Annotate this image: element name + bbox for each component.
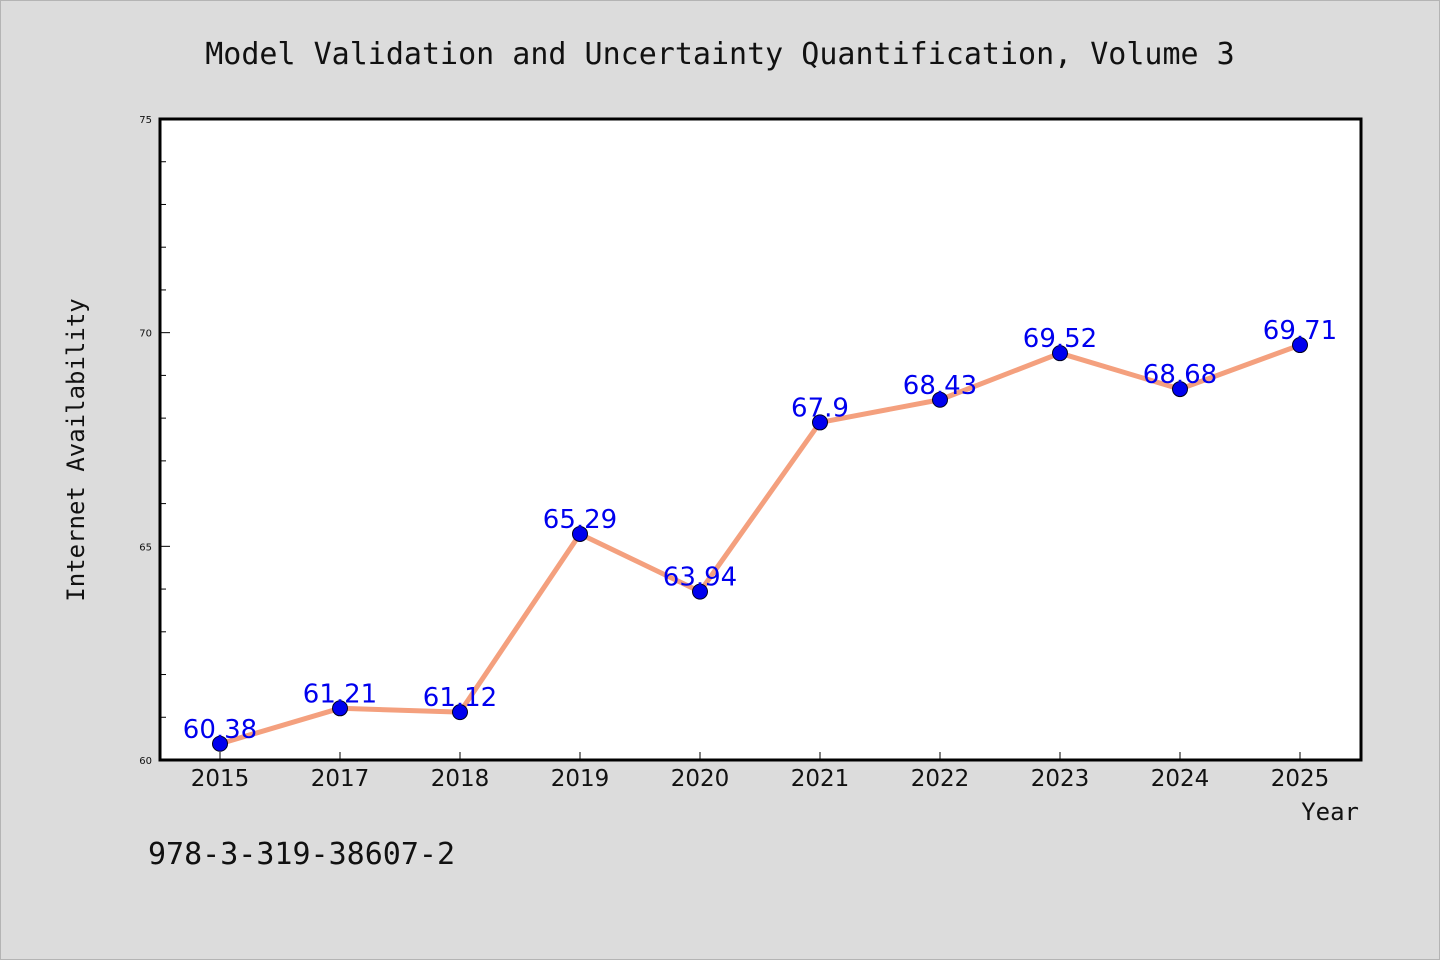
chart-title: Model Validation and Uncertainty Quantif… (205, 37, 1235, 72)
data-point (812, 414, 828, 431)
data-point (1292, 337, 1308, 354)
y-tick-label: 75 (139, 115, 152, 126)
data-point (332, 700, 348, 717)
data-label: 60.38 (183, 715, 257, 745)
x-tick-label: 2024 (1151, 766, 1210, 792)
data-point (932, 391, 948, 408)
data-label: 68.68 (1143, 360, 1217, 390)
y-tick-label: 65 (139, 542, 152, 553)
x-axis: 2015 2017 2018 2019 2020 2021 2022 2023 2024 2025 (191, 752, 1330, 792)
data-label: 69.71 (1263, 316, 1337, 346)
y-axis-label: Internet Availability (62, 298, 90, 601)
data-label: 67.9 (791, 393, 849, 423)
x-axis-label: Year (1301, 798, 1359, 826)
data-label: 69.52 (1023, 324, 1097, 354)
x-tick-label: 2017 (311, 766, 370, 792)
x-tick-label: 2023 (1031, 766, 1090, 792)
data-point (1172, 381, 1188, 398)
data-point (452, 704, 468, 721)
x-tick-label: 2025 (1271, 766, 1330, 792)
data-label: 63.94 (663, 563, 737, 593)
plot-area (158, 117, 1363, 762)
data-label: 65.29 (543, 505, 617, 535)
x-tick-label: 2020 (671, 766, 730, 792)
data-label: 61.12 (423, 683, 497, 713)
data-point (212, 735, 228, 752)
isbn-footer: 978-3-319-38607-2 (148, 837, 455, 872)
data-series: 60.38 61.21 61.12 65.29 63.94 67.9 68.43 69.52 6… (183, 316, 1337, 752)
x-tick-label: 2019 (551, 766, 610, 792)
series-line (219, 342, 1301, 747)
x-tick-label: 2018 (431, 766, 490, 792)
x-tick-label: 2021 (791, 766, 850, 792)
y-tick-label: 70 (139, 329, 152, 340)
x-tick-label: 2015 (191, 766, 250, 792)
data-label: 61.21 (303, 679, 377, 709)
y-axis: 60 65 70 75 (139, 115, 170, 767)
data-point (1052, 345, 1068, 362)
y-tick-label: 60 (139, 756, 152, 767)
data-point (572, 525, 588, 542)
x-tick-label: 2022 (911, 766, 970, 792)
data-point (692, 583, 708, 600)
data-label: 68.43 (903, 371, 977, 401)
